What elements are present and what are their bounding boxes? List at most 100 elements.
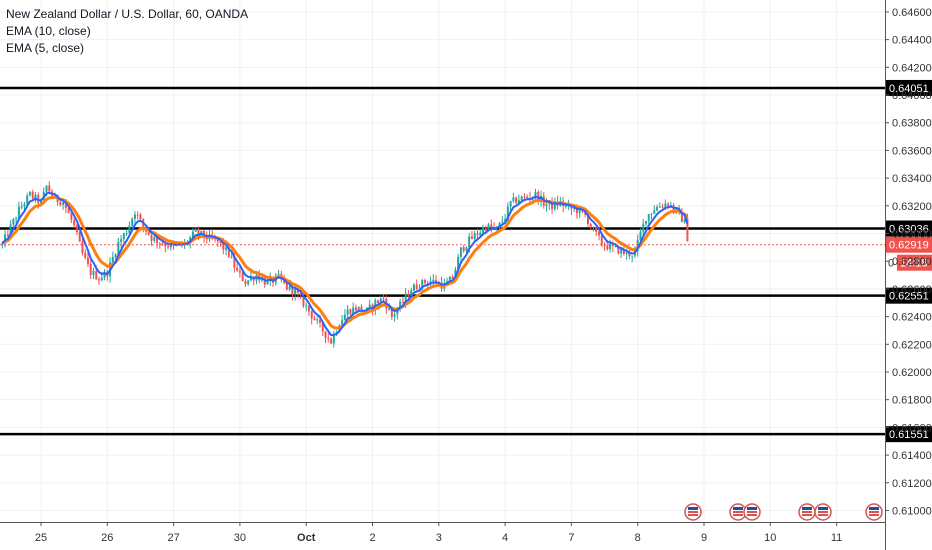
event-flag-stripe-blue (688, 507, 698, 510)
event-flag-stripe-blue (802, 507, 812, 510)
ema-lines (1, 191, 689, 337)
candle-body (595, 227, 598, 232)
candle-body (167, 246, 170, 248)
price-tick-label: 0.63800 (892, 118, 932, 130)
candle-body (484, 227, 487, 231)
candle-body (59, 201, 62, 205)
candle-body (285, 282, 288, 290)
time-tick-label: 26 (101, 532, 113, 544)
candle-body (617, 245, 620, 254)
event-flag-icon[interactable] (814, 503, 832, 521)
candle-body (277, 273, 280, 276)
price-tick-label: 0.63400 (892, 173, 932, 185)
legend-ema-10[interactable]: EMA (10, close) (6, 24, 91, 38)
candle-body (390, 308, 393, 317)
event-flag-icon[interactable] (743, 503, 761, 521)
candle-body (470, 236, 473, 239)
event-flag-stripe-red (733, 514, 743, 516)
candle-body (426, 282, 429, 284)
candle-body (683, 218, 686, 223)
candle-body (465, 247, 468, 251)
candle-body (625, 252, 628, 254)
time-tick-label: 11 (831, 532, 842, 544)
price-tick-label: 0.62800 (892, 256, 932, 268)
candle-body (147, 231, 150, 235)
candle-body (537, 191, 540, 202)
candle-body (241, 272, 244, 282)
candle-body (459, 247, 462, 257)
event-flag-stripe-red (733, 511, 743, 513)
candle-body (111, 256, 114, 263)
event-flag-stripe-red (802, 514, 812, 516)
candle-body (349, 309, 352, 315)
event-flag-stripe-red (802, 511, 812, 513)
candle-body (299, 292, 302, 296)
candle-body (680, 211, 683, 223)
price-tick-label: 0.61400 (892, 450, 932, 462)
candle-body (586, 214, 589, 224)
candle-body (512, 197, 515, 202)
candle-body (62, 202, 65, 205)
time-tick-label: 4 (502, 532, 508, 544)
candle-body (360, 306, 363, 312)
candle-body (457, 256, 460, 270)
candle-body (305, 305, 308, 307)
candle-body (352, 307, 355, 315)
candle-body (603, 244, 606, 246)
chart-legend: New Zealand Dollar / U.S. Dollar, 60, OA… (6, 6, 248, 57)
candle-body (598, 231, 601, 236)
event-flag-icon[interactable] (684, 503, 702, 521)
candle-body (415, 284, 418, 290)
candle-body (156, 237, 159, 243)
candle-body (4, 234, 7, 244)
candle-body (75, 225, 78, 233)
economic-events[interactable] (684, 503, 883, 521)
price-tick-label: 0.62200 (892, 339, 932, 351)
candle-body (17, 206, 20, 218)
candle-body (249, 277, 252, 281)
price-tick-label: 0.64600 (892, 7, 932, 19)
legend-ema-5[interactable]: EMA (5, close) (6, 41, 85, 55)
candle-body (396, 309, 399, 315)
event-flag-icon[interactable] (798, 503, 816, 521)
candle-body (357, 306, 360, 311)
candle-body (310, 311, 313, 319)
candle-body (520, 196, 523, 201)
candle-body (622, 249, 625, 254)
legend-symbol[interactable]: New Zealand Dollar / U.S. Dollar, 60, OA… (6, 7, 249, 21)
candle-body (675, 208, 678, 211)
candle-body (321, 322, 324, 332)
candle-body (614, 245, 617, 247)
price-tick-label: 0.62000 (892, 367, 932, 379)
price-tick-label: 0.64400 (892, 35, 932, 47)
candle-body (606, 245, 609, 250)
candle-body (379, 298, 382, 304)
candle-body (1, 243, 4, 245)
price-tick-label: 0.61800 (892, 395, 932, 407)
candle-body (34, 194, 37, 199)
candle-body (158, 242, 161, 244)
ema-5-line (1, 191, 689, 337)
candle-body (233, 256, 236, 268)
horizontal-level-label: 0.61551 (889, 429, 929, 441)
countdown-tag (897, 254, 932, 271)
candle-body (244, 281, 247, 285)
candle-body (89, 263, 92, 275)
candle-body (388, 308, 391, 310)
candle-body (534, 191, 537, 198)
candle-body (393, 314, 396, 317)
horizontal-level-tag (886, 287, 932, 304)
candle-body (382, 298, 385, 300)
candle-body (661, 206, 664, 208)
event-flag-icon[interactable] (865, 503, 883, 521)
candle-body (371, 304, 374, 310)
candle-body (628, 252, 631, 257)
price-tick-label: 0.64000 (892, 90, 932, 102)
time-tick-label: 30 (234, 532, 246, 544)
candle-body (191, 231, 194, 238)
candle-body (169, 243, 172, 248)
time-tick-label: 7 (568, 532, 574, 544)
candle-body (573, 208, 576, 210)
time-tick-label: 25 (35, 532, 47, 544)
